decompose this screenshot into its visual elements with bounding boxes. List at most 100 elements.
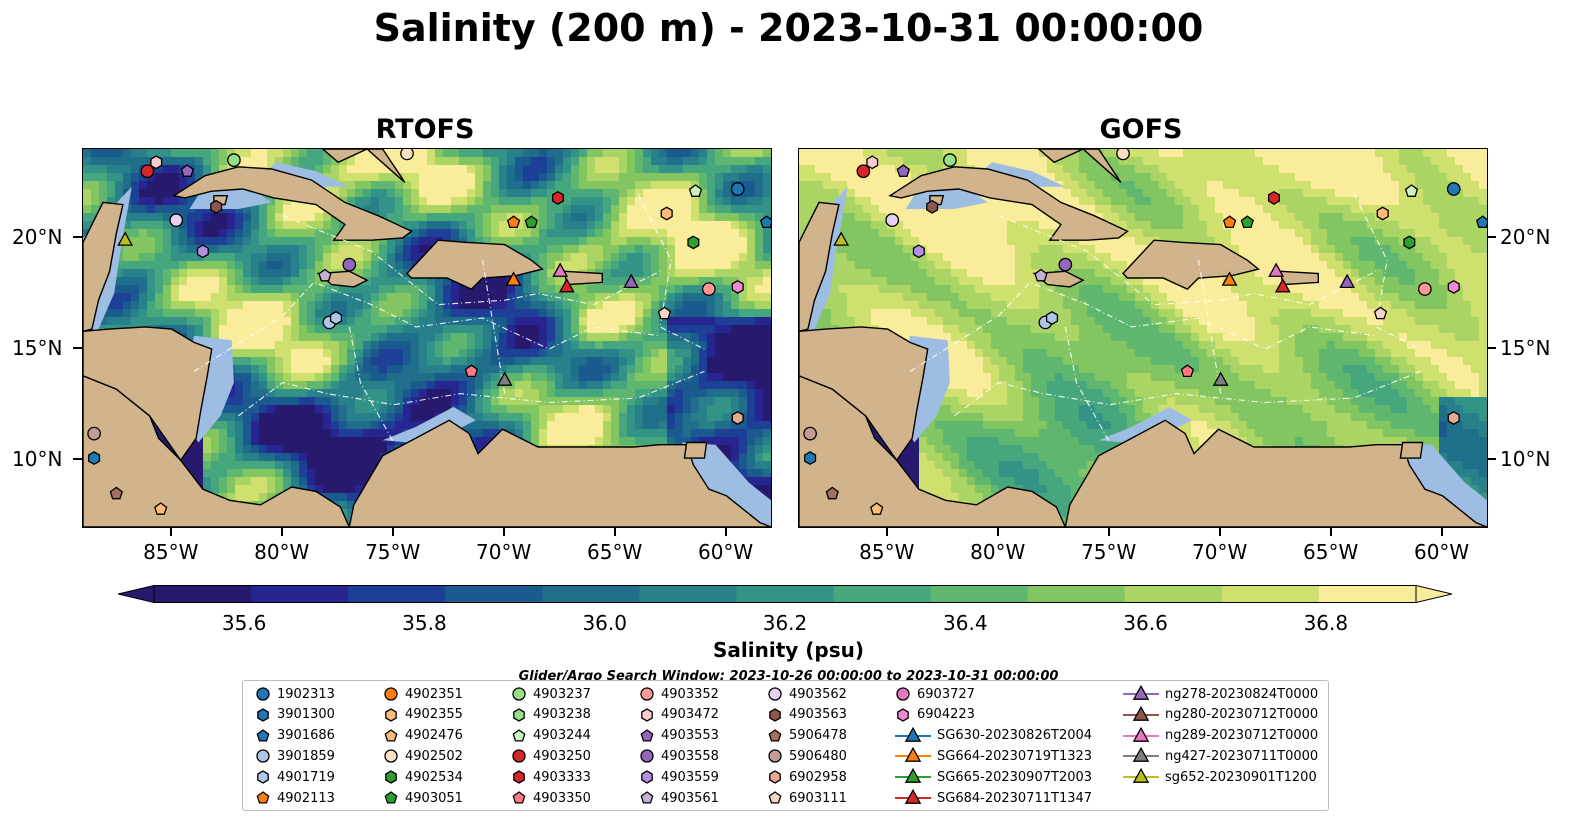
x-tick-label: 85°W [859,540,915,564]
marker-SG664-20230719T1323 [1221,271,1238,286]
legend-label: 3901859 [277,748,335,764]
marker-4902534 [687,235,700,250]
legend-marker-icon [384,791,398,804]
marker-5906478 [109,486,123,500]
x-tick-label: 85°W [143,540,199,564]
legend-marker-icon [640,791,654,804]
legend-item: 4903350 [511,788,591,808]
land-honduras [83,326,213,462]
legend-item: 3901859 [255,746,335,766]
legend-item: 4902355 [383,705,463,725]
legend-label: 4903561 [661,790,719,806]
legend-label: ng289-20230712T0000 [1165,728,1319,744]
legend-label: ng280-20230712T0000 [1165,707,1319,723]
land-central-america [799,375,1067,527]
legend-item: 4903333 [511,767,591,787]
x-tick-label: 75°W [1081,540,1137,564]
legend-marker-icon [895,768,931,784]
legend-item: 5906478 [767,726,847,746]
legend-label: 5906478 [789,728,847,744]
legend-item: 4901719 [255,767,335,787]
marker-4903562 [885,213,900,228]
platform-markers [803,149,1487,515]
map-svg-rtofs [83,149,771,527]
legend-item: sg652-20230901T1200 [1123,767,1317,787]
legend-label: ng427-20230711T0000 [1165,748,1319,764]
legend-label: 4902351 [405,686,463,702]
legend-marker-icon [384,728,398,742]
y-tick-label: 20°N [1500,224,1551,249]
legend-label: 4902113 [277,790,335,806]
land-trinidad [683,441,708,459]
legend-marker-icon [769,708,781,722]
x-tick-mark [996,527,999,536]
colorbar-tick-label: 36.4 [943,611,988,635]
legend-label: 6903111 [789,790,847,806]
colorbar-extend-high [1415,584,1453,604]
marker-4903472 [866,155,879,170]
legend-marker-icon [256,749,270,764]
x-tick-label: 75°W [365,540,421,564]
x-tick-label: 70°W [476,540,532,564]
colorbar-tick-label: 35.6 [221,611,267,635]
legend-label: 4902534 [405,769,463,785]
legend-marker-icon [640,728,654,742]
land-bahamas [1037,149,1122,183]
marker-3901686 [1475,215,1487,229]
legend-item: ng280-20230712T0000 [1123,705,1318,725]
legend-label: SG665-20230907T2003 [937,769,1093,785]
colorbar-tick-label: 36.8 [1303,611,1349,635]
legend-label: 3901300 [277,707,335,723]
colorbar-bin [639,585,738,603]
platform-markers [87,149,771,515]
land-yucatan [83,201,124,333]
marker-4903559 [912,244,925,259]
legend-item: 6903111 [767,788,847,808]
land [83,149,771,527]
legend-item: SG665-20230907T2003 [895,767,1092,787]
colorbar-tick-label: 35.8 [402,611,447,635]
legend-marker-icon [512,728,526,742]
legend-item: ng289-20230712T0000 [1123,726,1318,746]
colorbar-bin [542,585,640,603]
legend-marker-icon [1123,685,1159,700]
legend-marker-icon [512,791,526,804]
legend-marker-icon [641,708,653,722]
marker-4903350 [464,364,479,378]
marker-4903472 [150,155,163,170]
marker-4903237 [227,153,241,167]
x-tick-label: 65°W [587,540,643,564]
marker-1902313 [730,182,745,196]
legend-marker-icon [897,708,909,722]
legend-marker-icon [256,791,270,804]
legend-label: 4903553 [661,728,719,744]
legend-label: SG664-20230719T1323 [937,748,1093,764]
legend-label: 4903244 [533,728,591,744]
legend-item: 4902502 [383,746,463,766]
legend-label: 4903238 [533,707,591,723]
legend-label: 4903472 [661,707,719,723]
legend-label: 4903558 [661,748,719,764]
legend-marker-icon [512,749,526,764]
y-tick-mark [73,347,82,350]
marker-4902476 [154,502,168,515]
legend-marker-icon [513,770,525,784]
marker-4902113 [1222,215,1237,229]
legend-item: 3901686 [255,726,335,746]
legend-marker-icon [384,687,398,701]
marker-ng427-20230711T0000 [496,371,513,386]
marker-ng289-20230712T0000 [552,262,569,277]
y-tick-mark [1487,347,1496,350]
x-tick-mark [280,527,283,536]
x-tick-mark [1440,527,1443,536]
legend-label: 4903237 [533,686,591,702]
marker-4903561 [1034,268,1048,282]
x-tick-mark [1329,527,1332,536]
main-title: Salinity (200 m) - 2023-10-31 00:00:00 [373,6,1204,50]
legend-marker-icon [513,708,525,722]
legend-label: 3901686 [277,728,335,744]
marker-4903553 [180,164,194,177]
marker-6904223 [1447,279,1460,294]
legend-marker-icon [895,747,931,763]
legend-label: ng278-20230824T0000 [1165,686,1319,702]
